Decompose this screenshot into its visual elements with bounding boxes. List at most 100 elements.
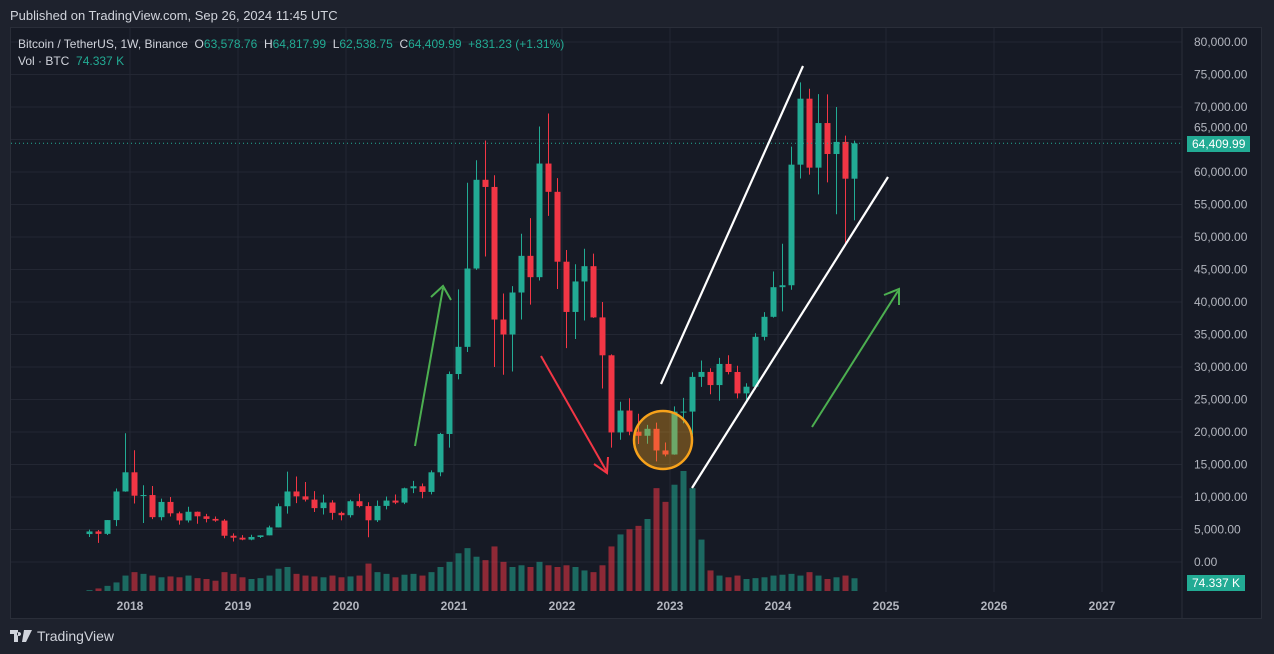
published-caption: Published on TradingView.com, Sep 26, 20… — [10, 8, 338, 23]
chart-panel[interactable] — [10, 27, 1262, 619]
candle-body — [266, 527, 273, 536]
volume-bar — [176, 577, 183, 591]
volume-bar — [527, 567, 534, 591]
last-price-tag: 64,409.99 — [1187, 136, 1251, 152]
green-arrow-up-left — [414, 284, 452, 447]
candle-body — [779, 285, 786, 288]
price-tick-label: 65,000.00 — [1194, 120, 1248, 134]
volume-bar — [779, 574, 786, 591]
candle-body — [239, 537, 246, 540]
candle-body — [626, 410, 633, 432]
time-tick-label: 2026 — [981, 599, 1008, 613]
candle-body — [536, 163, 543, 278]
candle-body — [149, 495, 156, 518]
volume-bar — [140, 573, 147, 591]
volume-bar — [491, 546, 498, 591]
volume-bar — [167, 576, 174, 591]
volume-bar — [689, 488, 696, 591]
volume-bar — [581, 570, 588, 591]
candle-body — [455, 346, 462, 375]
volume-bar — [563, 565, 570, 591]
candle-body — [545, 163, 552, 192]
candle-body — [293, 491, 300, 497]
open-value: 63,578.76 — [203, 37, 258, 51]
volume-bar — [419, 575, 426, 591]
volume-bar — [806, 572, 813, 591]
candle-body — [401, 488, 408, 503]
volume-bar — [725, 577, 732, 591]
volume-bar — [833, 577, 840, 591]
candle-body — [437, 433, 444, 473]
candle-body — [617, 410, 624, 433]
price-tick-label: 30,000.00 — [1194, 360, 1248, 374]
open-label: O — [194, 37, 204, 51]
candle-body — [410, 486, 417, 489]
volume-bar — [707, 570, 714, 591]
candle-body — [275, 506, 282, 528]
candle-body — [482, 179, 489, 187]
candle-body — [122, 472, 129, 492]
volume-bar — [95, 588, 102, 591]
candle-body — [815, 123, 822, 168]
price-tick-label: 50,000.00 — [1194, 230, 1248, 244]
annotations — [414, 65, 900, 489]
close-label: C — [399, 37, 409, 51]
candle-body — [518, 255, 525, 293]
low-value: 62,538.75 — [339, 37, 393, 51]
price-tick-label: 0.00 — [1194, 555, 1218, 569]
volume-bar — [671, 484, 678, 591]
candle-body — [851, 143, 858, 179]
candle-body — [644, 428, 651, 436]
candle-body — [167, 501, 174, 514]
candle-body — [842, 141, 849, 179]
candle-body — [131, 472, 138, 496]
volume-bar — [374, 572, 381, 591]
time-tick-label: 2018 — [117, 599, 144, 613]
volume-bar — [221, 572, 228, 591]
volume-bar — [752, 578, 759, 591]
volume-bar — [212, 580, 219, 591]
volume-bar — [392, 577, 399, 591]
candle-body — [212, 518, 219, 521]
volume-label: Vol · BTC — [18, 54, 70, 68]
candle-body — [284, 491, 291, 507]
symbol-legend[interactable]: Bitcoin / TetherUS, 1W, Binance O63,578.… — [18, 36, 564, 70]
upper-trendline — [659, 65, 805, 385]
candle-body — [203, 516, 210, 519]
volume-bar — [617, 534, 624, 591]
volume-bar — [446, 561, 453, 591]
candle-body — [95, 531, 102, 534]
volume-value: 74.337 K — [76, 54, 125, 68]
volume-bar — [311, 576, 318, 591]
candle-body — [464, 268, 471, 347]
candle-body — [725, 363, 732, 373]
price-tick-label: 40,000.00 — [1194, 295, 1248, 309]
volume-bar — [230, 573, 237, 591]
tradingview-logo-icon — [10, 630, 32, 642]
volume-bar — [680, 471, 687, 591]
low-label: L — [332, 37, 340, 51]
price-tick-label: 75,000.00 — [1194, 68, 1248, 82]
volume-bars — [86, 471, 858, 591]
tradingview-logo[interactable]: TradingView — [10, 628, 114, 644]
volume-bar — [518, 565, 525, 591]
time-tick-label: 2021 — [441, 599, 468, 613]
change-value: +831.23 (+1.31%) — [468, 37, 565, 51]
candle-body — [428, 472, 435, 492]
candle-body — [788, 164, 795, 286]
price-tick-label: 15,000.00 — [1194, 458, 1248, 472]
candle-body — [608, 355, 615, 433]
volume-bar — [383, 573, 390, 591]
volume-bar — [572, 567, 579, 591]
candle-body — [311, 499, 318, 509]
candle-body — [419, 486, 426, 492]
lower-trendline — [691, 176, 889, 489]
price-tick-label: 70,000.00 — [1194, 100, 1248, 114]
volume-bar — [644, 519, 651, 591]
volume-bar — [131, 572, 138, 591]
candle-body — [356, 501, 363, 507]
volume-bar — [86, 590, 93, 591]
volume-bar — [842, 575, 849, 591]
price-axis: 80,000.00 75,000.00 70,000.00 65,000.00 60,0… — [1194, 35, 1248, 569]
